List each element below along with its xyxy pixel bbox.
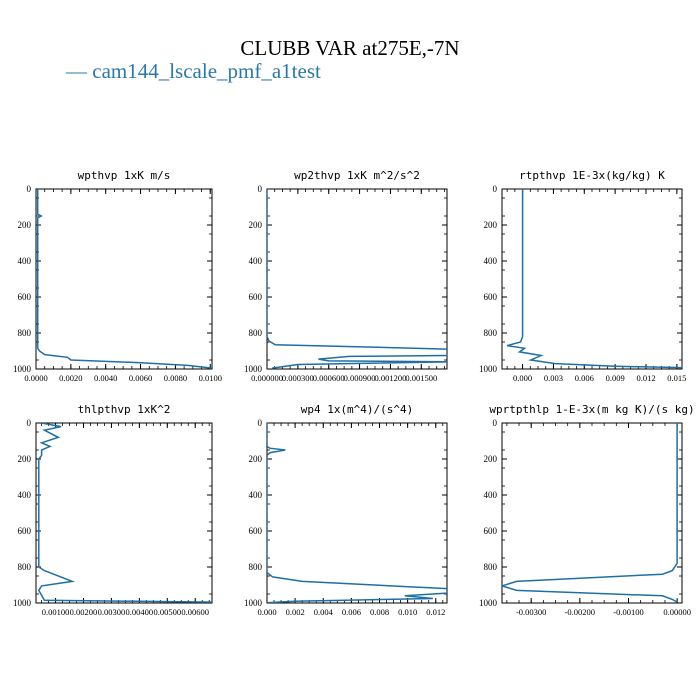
x-tick-label: 0.000 [513, 373, 532, 383]
x-tick-label: 0.0080 [164, 373, 187, 383]
x-tick-label: -0.00100 [613, 607, 643, 617]
y-tick-label: 200 [484, 454, 498, 464]
y-tick-label: 800 [249, 562, 263, 572]
x-tick-label: -0.00200 [565, 607, 595, 617]
series-line [267, 189, 447, 369]
y-tick-label: 600 [249, 526, 263, 536]
plot-frame [35, 188, 213, 370]
x-tick-label: 0.000 [257, 607, 276, 617]
y-tick-label: 1000 [244, 598, 263, 608]
plot-frame [501, 188, 683, 370]
y-tick-label: 200 [18, 220, 32, 230]
x-tick-label: 0.006 [575, 373, 594, 383]
x-tick-label: 0.003 [544, 373, 563, 383]
y-tick-label: 800 [484, 328, 498, 338]
y-tick-label: 600 [484, 526, 498, 536]
x-tick-label: 0.0000 [24, 373, 47, 383]
x-tick-label: 0.010 [398, 607, 417, 617]
x-tick-label: 0.002 [286, 607, 305, 617]
x-tick-label: 0.006 [342, 607, 361, 617]
x-tick-label: 0.000900 [344, 373, 376, 383]
series-line [502, 423, 678, 603]
x-tick-label: 0.00000 [663, 607, 691, 617]
x-tick-label: 0.0100 [199, 373, 222, 383]
y-tick-label: 800 [249, 328, 263, 338]
series-line [267, 423, 447, 603]
panel-title: wpthvp 1xK m/s [78, 169, 171, 182]
x-tick-label: 0.000300 [282, 373, 314, 383]
y-tick-label: 1000 [13, 364, 32, 374]
plot-frame [266, 188, 448, 370]
panel-title: wp4 1x(m^4)/(s^4) [301, 403, 414, 416]
x-tick-label: 0.008 [370, 607, 389, 617]
y-tick-label: 0 [27, 418, 32, 428]
y-tick-label: 400 [484, 256, 498, 266]
x-tick-label: 0.000600 [313, 373, 345, 383]
panel-6: wprtpthlp 1-E-3x(m kg K)/(s kg) 0 200 400 60… [479, 403, 695, 617]
figure-title: CLUBB VAR at275E,-7N [240, 36, 459, 60]
y-tick-label: 0 [258, 184, 263, 194]
panel-title: thlpthvp 1xK^2 [78, 403, 171, 416]
series-line [506, 189, 682, 369]
y-tick-label: 600 [18, 526, 32, 536]
y-tick-label: 400 [249, 490, 263, 500]
y-tick-label: 400 [18, 256, 32, 266]
y-tick-label: 1000 [244, 364, 263, 374]
y-tick-label: 400 [249, 256, 263, 266]
plot-frame [266, 422, 448, 604]
x-tick-label: 0.004 [314, 607, 334, 617]
y-tick-label: 400 [484, 490, 498, 500]
y-tick-label: 800 [484, 562, 498, 572]
y-tick-label: 1000 [479, 364, 498, 374]
y-tick-label: 600 [484, 292, 498, 302]
y-tick-label: 200 [249, 220, 263, 230]
series-line [37, 423, 212, 603]
panel-title: rtpthvp 1E-3x(kg/kg) K [519, 169, 665, 182]
x-tick-label: 0.000000 [251, 373, 283, 383]
series-line [36, 189, 212, 369]
x-tick-label: 0.00100 [42, 607, 70, 617]
x-tick-label: 0.001200 [374, 373, 406, 383]
y-tick-label: 200 [18, 454, 32, 464]
x-tick-label: 0.012 [636, 373, 655, 383]
x-tick-label: 0.012 [426, 607, 445, 617]
y-tick-label: 1000 [13, 598, 32, 608]
x-tick-label: 0.00600 [181, 607, 209, 617]
x-tick-label: 0.00500 [153, 607, 181, 617]
x-tick-label: 0.0060 [129, 373, 152, 383]
y-tick-label: 1000 [479, 598, 498, 608]
x-tick-label: 0.00200 [70, 607, 98, 617]
y-tick-label: 0 [493, 418, 498, 428]
y-tick-label: 200 [484, 220, 498, 230]
y-tick-label: 200 [249, 454, 263, 464]
y-tick-label: 400 [18, 490, 32, 500]
panel-title: wp2thvp 1xK m^2/s^2 [294, 169, 420, 182]
plot-frame [501, 422, 683, 604]
x-tick-label: 0.00400 [126, 607, 154, 617]
legend-entry: — cam144_lscale_pmf_a1test [65, 59, 321, 83]
panel-2: wp2thvp 1xK m^2/s^2020040060080010000.00… [244, 169, 448, 383]
y-tick-label: 0 [258, 418, 263, 428]
x-tick-label: -0.00300 [516, 607, 546, 617]
panel-title: wprtpthlp 1-E-3x(m kg K)/(s kg) [489, 403, 694, 416]
x-tick-label: 0.0020 [59, 373, 82, 383]
y-tick-label: 600 [18, 292, 32, 302]
y-tick-label: 600 [249, 292, 263, 302]
x-tick-label: 0.001500 [405, 373, 437, 383]
y-tick-label: 0 [493, 184, 498, 194]
x-tick-label: 0.00300 [98, 607, 126, 617]
y-tick-label: 800 [18, 562, 32, 572]
y-tick-label: 0 [27, 184, 32, 194]
panel-3: rtpthvp 1E-3x(kg/kg) K 0 200 400 600 800 1000 0… [479, 169, 686, 383]
x-tick-label: 0.015 [667, 373, 686, 383]
x-tick-label: 0.0040 [94, 373, 117, 383]
x-tick-label: 0.009 [606, 373, 625, 383]
y-tick-label: 800 [18, 328, 32, 338]
plot-frame [35, 422, 213, 604]
